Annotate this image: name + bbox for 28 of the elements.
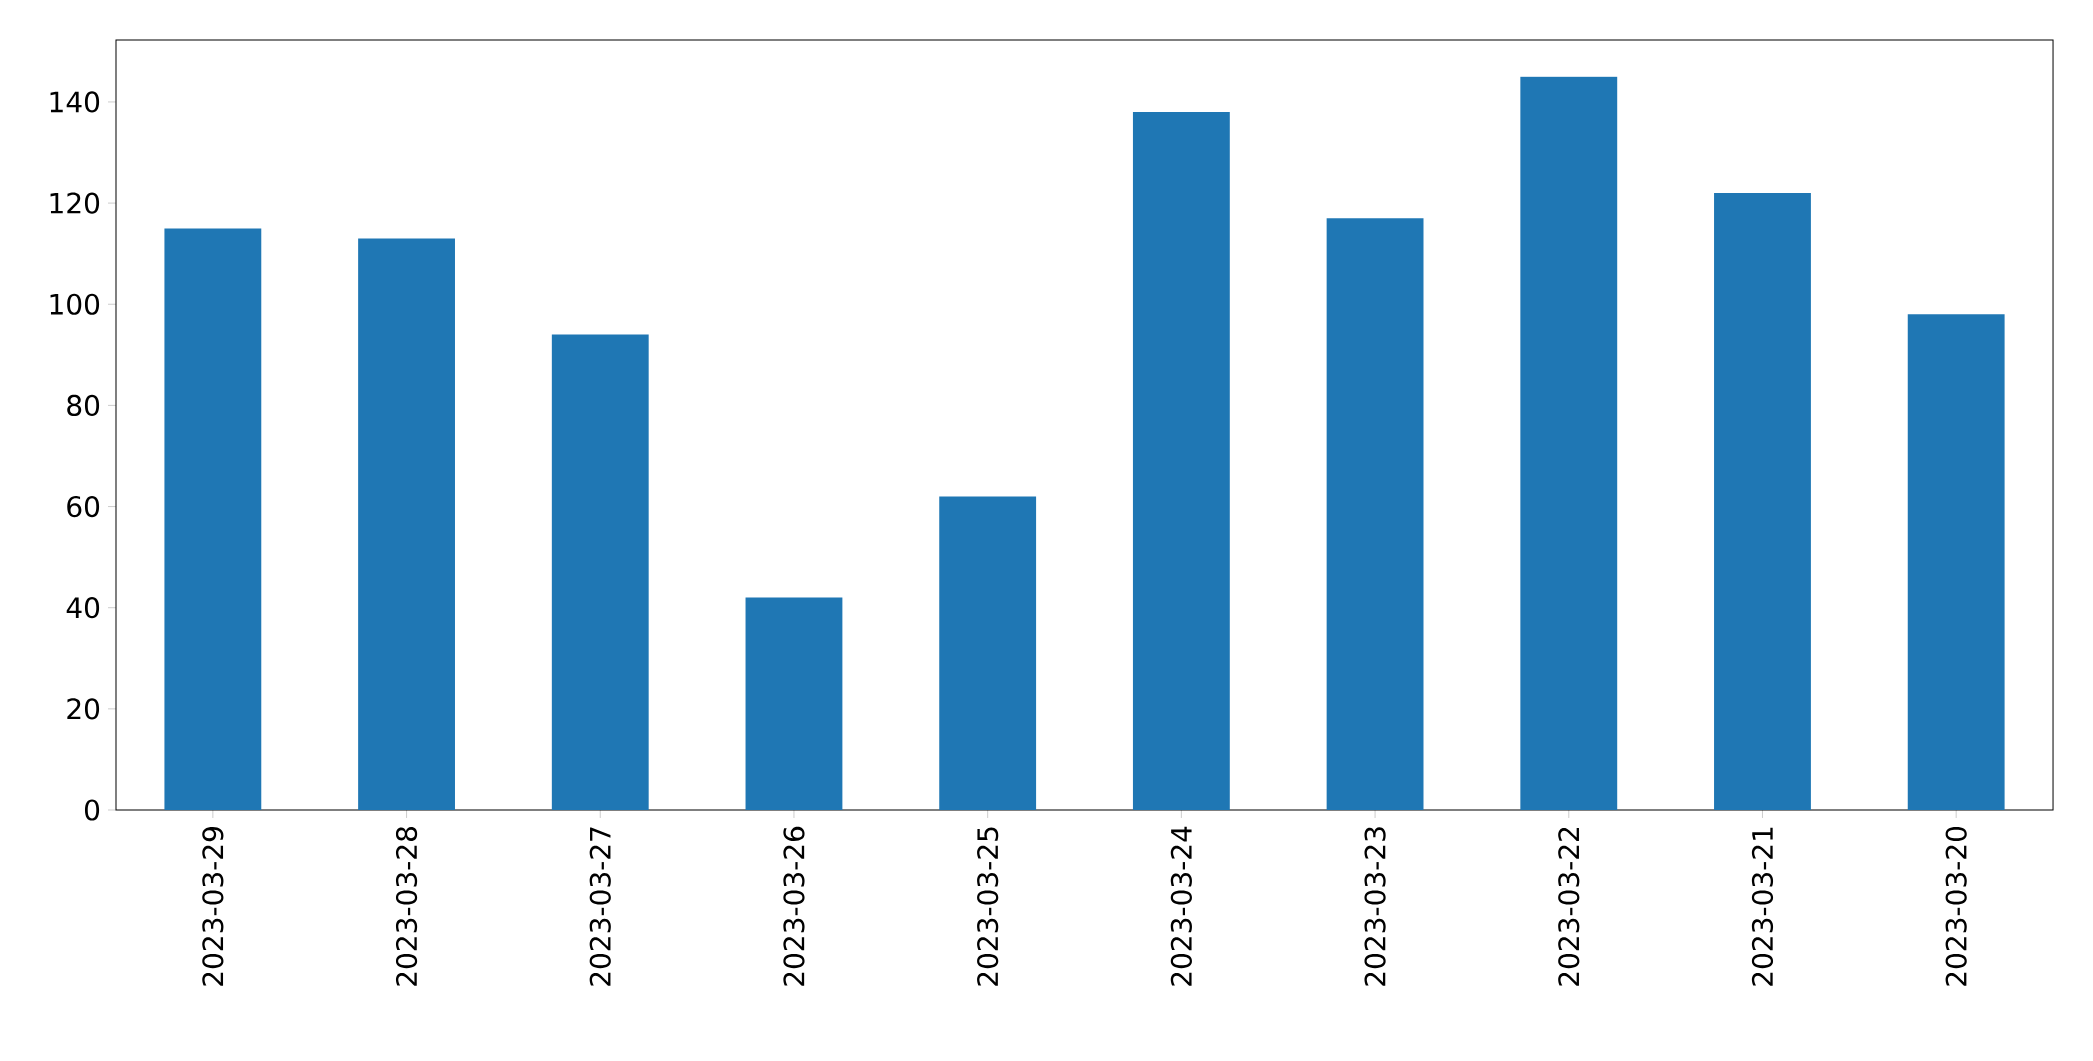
y-tick-label: 40 xyxy=(66,597,100,619)
y-tick-label: 80 xyxy=(67,394,100,416)
x-tick-label: 2023-03-21 xyxy=(1751,827,1774,986)
bar xyxy=(164,228,262,810)
bar xyxy=(1326,218,1424,810)
y-tick-label: 20 xyxy=(67,698,100,720)
y-tick-label: 140 xyxy=(50,91,100,113)
bar xyxy=(1714,192,1811,810)
bar xyxy=(939,496,1037,810)
x-tick-label: 2023-03-28 xyxy=(395,827,418,986)
y-tick-label: 60 xyxy=(67,495,100,518)
x-tick-label: 2023-03-26 xyxy=(783,826,805,986)
y-tick-label: 0 xyxy=(84,799,100,821)
bar xyxy=(1520,76,1618,810)
bar xyxy=(551,334,649,810)
y-tick-label: 120 xyxy=(50,192,100,214)
x-tick-label: 2023-03-25 xyxy=(977,827,999,986)
x-tick-label: 2023-03-27 xyxy=(589,827,611,986)
x-tick-label: 2023-03-22 xyxy=(1558,827,1580,986)
bar xyxy=(358,238,455,810)
bar xyxy=(1132,112,1230,810)
y-tick-label: 100 xyxy=(50,293,100,315)
x-tick-label: 2023-03-23 xyxy=(1364,827,1386,986)
x-tick-label: 2023-03-29 xyxy=(202,827,224,986)
x-tick-label: 2023-03-20 xyxy=(1945,826,1967,986)
bar xyxy=(1907,314,2005,810)
x-tick-label: 2023-03-24 xyxy=(1170,826,1192,986)
bar xyxy=(745,597,843,810)
